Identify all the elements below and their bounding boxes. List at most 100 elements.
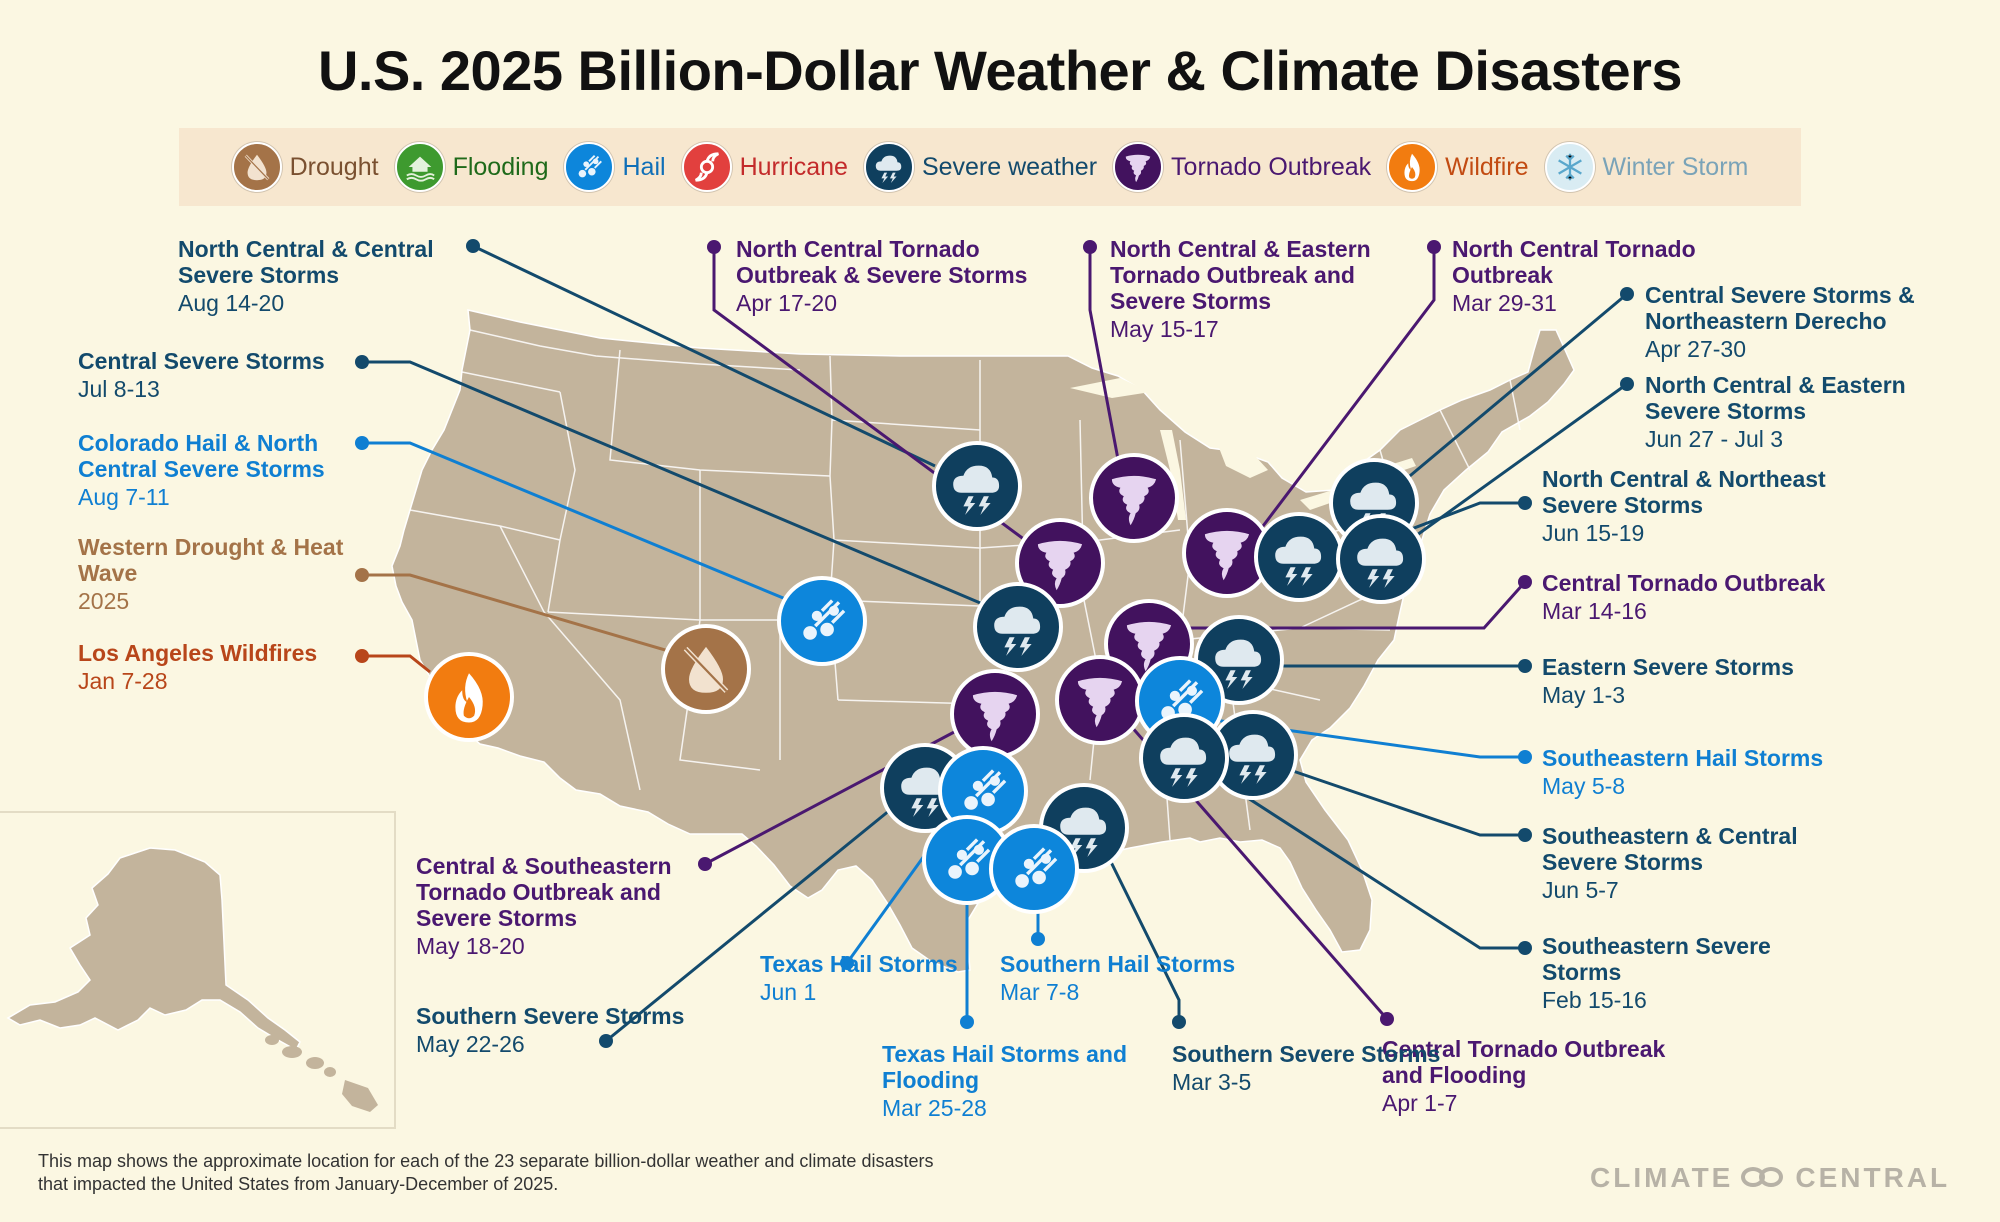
event-name: Texas Hail Storms and Flooding <box>882 1041 1127 1093</box>
event-name: Central Tornado Outbreak and Flooding <box>1382 1036 1666 1088</box>
severe-weather-icon <box>1229 734 1276 784</box>
severe-weather-marker[interactable] <box>1139 713 1229 803</box>
connector-dot <box>1518 828 1532 842</box>
event-label: North Central Tornado Outbreak Mar 29-31 <box>1452 236 1752 316</box>
severe-weather-icon <box>1160 737 1207 787</box>
connector-line <box>1108 859 1181 1022</box>
connector-dot <box>1620 287 1634 301</box>
event-date: May 22-26 <box>416 1031 525 1057</box>
event-date: May 15-17 <box>1110 316 1219 342</box>
legend-item-wildfire: Wildfire <box>1387 142 1529 192</box>
event-label: North Central & Northeast Severe Storms J… <box>1542 466 1842 546</box>
tornado-marker[interactable] <box>950 669 1040 759</box>
wildfire-icon <box>1387 142 1438 192</box>
connector-line <box>1213 718 1525 759</box>
severe-weather-marker[interactable] <box>1208 710 1298 800</box>
event-name: North Central Tornado Outbreak & Severe … <box>736 236 1028 288</box>
flooding-icon <box>394 142 445 192</box>
connector-dot <box>840 956 854 970</box>
legend-label: Wildfire <box>1445 152 1529 181</box>
severe-weather-marker[interactable] <box>932 441 1022 531</box>
event-date: 2025 <box>78 588 130 614</box>
event-name: Southeastern & Central Severe Storms <box>1542 823 1798 875</box>
legend-label: Winter Storm <box>1602 152 1749 181</box>
event-date: Mar 7-8 <box>1000 979 1080 1005</box>
severe-weather-icon <box>994 606 1041 656</box>
event-label: Central Tornado Outbreak Mar 14-16 <box>1542 570 1825 624</box>
connector-line <box>362 573 673 654</box>
event-label: Southern Hail Storms Mar 7-8 <box>1000 951 1235 1005</box>
hail-marker[interactable] <box>989 824 1079 914</box>
tornado-icon <box>1126 621 1172 672</box>
hail-icon <box>1161 679 1204 720</box>
legend: Drought Flooding Hail Hurricane Severe weath… <box>179 128 1801 206</box>
event-date: May 1-3 <box>1542 682 1626 708</box>
event-name: Central & Southeastern Tornado Outbreak … <box>416 853 672 931</box>
hail-marker[interactable] <box>938 746 1028 836</box>
severe-weather-marker[interactable] <box>1336 514 1426 604</box>
event-label: Texas Hail Storms and Flooding Mar 25-28 <box>882 1041 1182 1121</box>
event-label: North Central & Eastern Tornado Outbreak… <box>1110 236 1410 342</box>
event-name: Southern Severe Storms <box>416 1003 685 1029</box>
severe-weather-icon <box>953 465 1000 515</box>
hawaii-shape <box>265 1035 378 1112</box>
legend-item-hurricane: Hurricane <box>681 142 848 192</box>
event-date: Jun 27 - Jul 3 <box>1645 426 1784 452</box>
event-label: North Central Tornado Outbreak & Severe … <box>736 236 1036 316</box>
event-name: Southern Hail Storms <box>1000 951 1236 977</box>
connector-dot <box>599 1034 613 1048</box>
event-name: North Central & Eastern Severe Storms <box>1645 372 1906 424</box>
connector-dot <box>355 436 369 450</box>
tornado-marker[interactable] <box>1089 453 1179 543</box>
event-date: Jun 5-7 <box>1542 877 1619 903</box>
connector-dot <box>355 568 369 582</box>
connector-dot <box>1518 750 1532 764</box>
event-label: Southeastern Hail Storms May 5-8 <box>1542 745 1823 799</box>
event-date: Mar 29-31 <box>1452 290 1557 316</box>
legend-label: Severe weather <box>921 152 1098 181</box>
hurricane-icon <box>681 142 732 192</box>
wildfire-marker[interactable] <box>424 652 514 742</box>
severe-weather-marker[interactable] <box>1254 512 1344 602</box>
brand-mark-icon <box>1741 1165 1787 1191</box>
connector-dot <box>1620 377 1634 391</box>
footnote-line-2: that impacted the United States from Jan… <box>38 1174 559 1194</box>
legend-item-drought: Drought <box>231 142 379 192</box>
tornado-icon <box>1077 677 1123 728</box>
connector-line <box>362 360 986 607</box>
event-label: Southeastern Severe Storms Feb 15-16 <box>1542 933 1842 1013</box>
tornado-marker[interactable] <box>1015 518 1105 608</box>
drought-icon <box>231 142 282 192</box>
connector-dot <box>1083 240 1097 254</box>
event-name: Southeastern Severe Storms <box>1542 933 1771 985</box>
connector-dot <box>1518 575 1532 589</box>
severe-weather-marker[interactable] <box>973 582 1063 672</box>
hail-icon <box>1015 847 1058 888</box>
event-name: Eastern Severe Storms <box>1542 654 1794 680</box>
legend-item-flooding: Flooding <box>394 142 548 192</box>
connector-dot <box>1518 659 1532 673</box>
connector-line <box>1219 778 1525 950</box>
event-date: May 18-20 <box>416 933 525 959</box>
connector-dot <box>1518 941 1532 955</box>
event-date: Mar 14-16 <box>1542 598 1647 624</box>
hail-icon <box>964 769 1007 810</box>
event-label: Southern Severe Storms Mar 3-5 <box>1172 1041 1440 1095</box>
connector-dot <box>355 355 369 369</box>
tornado-icon <box>1037 540 1083 591</box>
event-date: Apr 1-7 <box>1382 1090 1458 1116</box>
hail-icon <box>803 599 846 640</box>
hail-marker[interactable] <box>777 576 867 666</box>
event-name: Western Drought & Heat Wave <box>78 534 344 586</box>
connector-dot <box>466 239 480 253</box>
connector-line <box>362 441 789 602</box>
tornado-icon <box>972 691 1018 742</box>
tornado-marker[interactable] <box>1055 655 1145 745</box>
event-date: Aug 14-20 <box>178 290 285 316</box>
event-name: Central Tornado Outbreak <box>1542 570 1826 596</box>
legend-label: Drought <box>289 152 379 181</box>
connector-line <box>1088 247 1122 471</box>
event-date: Aug 7-11 <box>78 484 170 510</box>
page-title: U.S. 2025 Billion-Dollar Weather & Clima… <box>317 39 1683 102</box>
drought-marker[interactable] <box>661 624 751 714</box>
